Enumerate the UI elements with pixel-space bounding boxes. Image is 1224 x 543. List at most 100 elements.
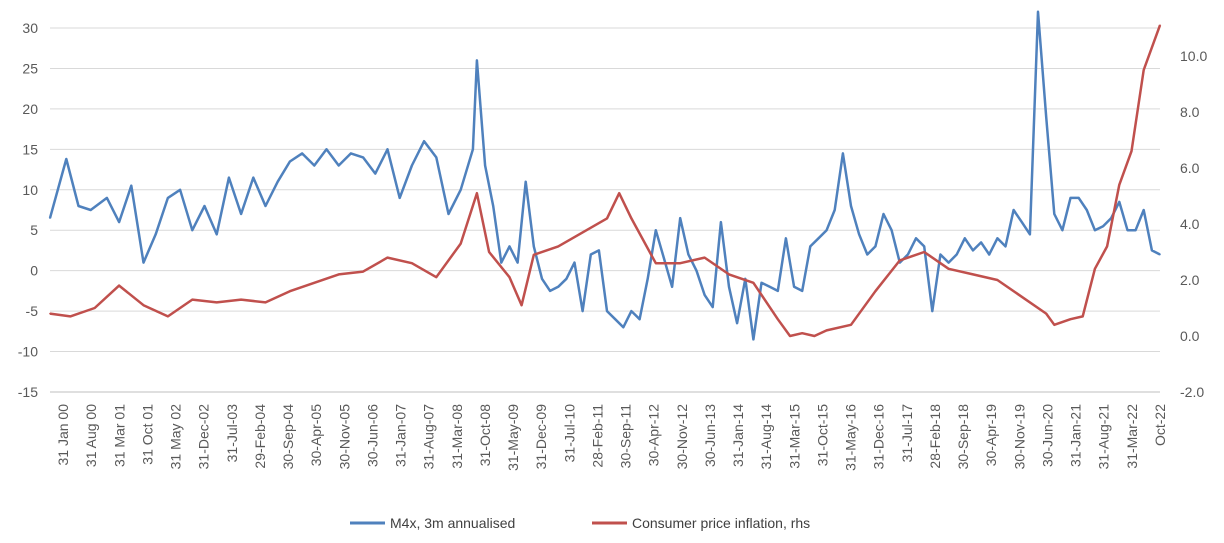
data-point-m4x — [533, 245, 535, 248]
data-point-m4x — [65, 158, 68, 160]
data-point-cpi — [118, 284, 120, 287]
data-point-m4x — [1012, 209, 1015, 211]
data-point-cpi — [581, 231, 584, 234]
data-point-cpi — [362, 270, 364, 273]
data-point-m4x — [77, 205, 80, 207]
data-point-m4x — [638, 318, 641, 321]
data-point-m4x — [1045, 116, 1047, 118]
data-point-m4x — [228, 176, 230, 179]
legend-label-m4x: M4x, 3m annualised — [390, 515, 515, 531]
data-point-m4x — [435, 156, 438, 159]
data-point-cpi — [520, 304, 523, 307]
data-point-m4x — [191, 229, 194, 231]
data-point-m4x — [850, 205, 852, 207]
y-tick-label: 0 — [30, 263, 38, 279]
data-point-m4x — [964, 237, 966, 240]
data-point-m4x — [736, 322, 738, 325]
data-point-cpi — [557, 245, 559, 248]
data-point-cpi — [459, 242, 462, 245]
data-point-cpi — [947, 268, 950, 270]
x-tick-label: 31-May-09 — [505, 404, 521, 471]
data-point-cpi — [167, 315, 169, 318]
y2-tick-label: 10.0 — [1180, 48, 1207, 64]
x-tick-label: 31-Mar-08 — [449, 404, 465, 469]
data-point-m4x — [203, 205, 206, 207]
x-tick-label: 31 Oct 01 — [139, 404, 155, 465]
data-point-m4x — [581, 310, 584, 312]
data-point-cpi — [618, 192, 620, 194]
data-point-m4x — [1069, 197, 1072, 199]
x-tick-label: 30-Nov-05 — [336, 404, 352, 470]
data-point-m4x — [777, 290, 779, 292]
data-point-cpi — [972, 273, 974, 276]
x-tick-label: 31-Aug-14 — [758, 404, 774, 470]
x-tick-label: 30-Jun-13 — [702, 404, 718, 467]
x-tick-label: 30-Nov-12 — [674, 404, 690, 470]
y-tick-label: 30 — [22, 20, 38, 36]
data-point-cpi — [813, 335, 816, 337]
data-point-m4x — [858, 233, 860, 236]
data-point-m4x — [459, 189, 462, 191]
data-point-m4x — [89, 209, 92, 211]
data-point-m4x — [955, 253, 958, 256]
x-tick-label: 31-Jul-17 — [899, 404, 915, 463]
y-tick-label: 5 — [30, 222, 38, 238]
legend-label-cpi: Consumer price inflation, rhs — [632, 515, 810, 531]
x-tick-label: 30-Sep-18 — [955, 404, 971, 470]
data-point-m4x — [947, 261, 950, 264]
data-point-cpi — [1142, 69, 1145, 71]
data-point-cpi — [435, 276, 438, 279]
data-point-m4x — [915, 237, 917, 240]
data-point-m4x — [301, 152, 303, 155]
data-point-m4x — [703, 294, 706, 296]
left-y-axis: 30 25 20 15 10 5 0 -5 -10 -15 — [18, 20, 38, 400]
data-point-m4x — [679, 217, 681, 219]
x-tick-label: 31 Jan 00 — [55, 404, 71, 466]
data-point-m4x — [1053, 213, 1056, 215]
data-point-cpi — [191, 298, 194, 301]
x-tick-label: 31-Aug-07 — [421, 404, 437, 470]
x-tick-label: 30-Apr-05 — [308, 404, 324, 466]
y2-tick-label: 0.0 — [1180, 328, 1200, 344]
data-point-cpi — [69, 315, 72, 318]
data-point-cpi — [679, 262, 681, 265]
data-point-m4x — [923, 245, 925, 248]
data-point-m4x — [833, 209, 836, 211]
data-point-m4x — [1061, 229, 1064, 231]
data-point-cpi — [386, 256, 389, 259]
data-point-cpi — [1130, 150, 1133, 152]
data-point-m4x — [996, 237, 999, 240]
data-point-m4x — [907, 253, 909, 256]
data-point-m4x — [720, 221, 722, 223]
y-tick-label: 15 — [22, 141, 38, 157]
data-point-m4x — [1159, 253, 1161, 256]
data-point-cpi — [1069, 318, 1072, 321]
data-point-m4x — [337, 164, 340, 167]
data-point-m4x — [508, 245, 511, 248]
data-point-cpi — [411, 262, 413, 265]
data-point-m4x — [801, 290, 803, 292]
data-point-m4x — [1077, 197, 1080, 199]
data-point-m4x — [590, 253, 592, 256]
data-point-m4x — [167, 197, 169, 199]
data-point-m4x — [240, 213, 242, 215]
data-point-m4x — [447, 213, 450, 215]
data-point-m4x — [646, 278, 649, 280]
x-tick-label: 31-Aug-21 — [1096, 404, 1112, 470]
x-tick-label: 31 Mar 01 — [111, 404, 127, 467]
y2-tick-label: -2.0 — [1180, 384, 1204, 400]
data-point-m4x — [476, 59, 478, 62]
x-axis: 31 Jan 00 31 Aug 00 31 Mar 01 31 Oct 01 31 M… — [50, 391, 1168, 471]
y-tick-label: 25 — [22, 60, 38, 76]
x-tick-label: 28-Feb-18 — [927, 404, 943, 469]
data-point-m4x — [215, 233, 218, 236]
data-point-m4x — [362, 156, 364, 159]
x-tick-label: 30-Nov-19 — [1011, 404, 1027, 470]
data-point-cpi — [1081, 315, 1084, 318]
data-point-m4x — [711, 306, 714, 308]
data-point-m4x — [492, 205, 495, 207]
data-point-cpi — [703, 256, 706, 259]
data-point-m4x — [752, 338, 755, 341]
x-tick-label: 31-Jan-07 — [393, 404, 409, 467]
data-point-cpi — [289, 290, 291, 293]
